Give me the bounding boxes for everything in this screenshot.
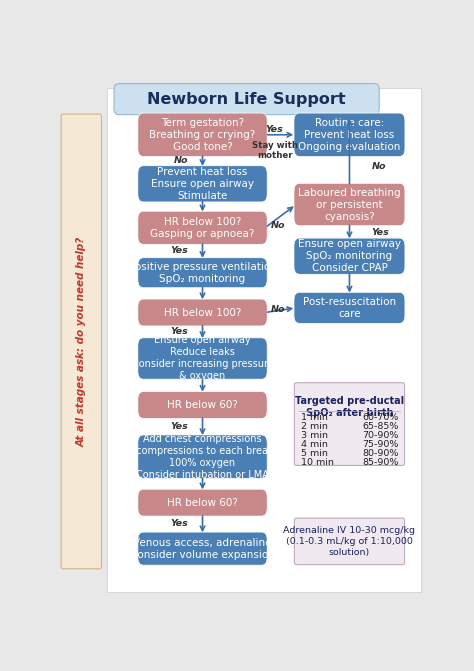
FancyBboxPatch shape <box>138 299 267 326</box>
FancyBboxPatch shape <box>294 238 405 274</box>
FancyBboxPatch shape <box>61 114 101 569</box>
Text: 85-90%: 85-90% <box>362 458 398 467</box>
Text: 3 min: 3 min <box>301 431 328 440</box>
Text: 4 min: 4 min <box>301 440 328 449</box>
Text: 2 min: 2 min <box>301 422 328 431</box>
Text: Post-resuscitation
care: Post-resuscitation care <box>303 297 396 319</box>
FancyBboxPatch shape <box>107 89 421 592</box>
Text: Prevent heat loss
Ensure open airway
Stimulate: Prevent heat loss Ensure open airway Sti… <box>151 167 254 201</box>
Text: 1 min: 1 min <box>301 413 328 422</box>
Text: No: No <box>271 221 285 229</box>
FancyBboxPatch shape <box>294 183 405 225</box>
FancyBboxPatch shape <box>138 211 267 244</box>
Text: 80-90%: 80-90% <box>362 449 398 458</box>
FancyBboxPatch shape <box>294 518 405 564</box>
FancyBboxPatch shape <box>138 258 267 288</box>
FancyBboxPatch shape <box>138 532 267 565</box>
Text: HR below 60?: HR below 60? <box>167 498 238 508</box>
FancyBboxPatch shape <box>294 293 405 323</box>
Text: 65-85%: 65-85% <box>362 422 398 431</box>
FancyBboxPatch shape <box>138 392 267 419</box>
Text: Yes: Yes <box>170 327 188 336</box>
Text: Routine care:
Prevent heat loss
Ongoing evaluation: Routine care: Prevent heat loss Ongoing … <box>298 118 401 152</box>
Text: 75-90%: 75-90% <box>362 440 398 449</box>
FancyBboxPatch shape <box>138 338 267 379</box>
Text: Positive pressure ventilation
SpO₂ monitoring: Positive pressure ventilation SpO₂ monit… <box>128 262 276 284</box>
FancyBboxPatch shape <box>138 435 267 478</box>
Text: Adrenaline IV 10-30 mcg/kg
(0.1-0.3 mL/kg of 1:10,000
solution): Adrenaline IV 10-30 mcg/kg (0.1-0.3 mL/k… <box>283 526 415 557</box>
Text: At all stages ask: do you need help?: At all stages ask: do you need help? <box>76 236 86 447</box>
FancyBboxPatch shape <box>138 489 267 516</box>
Text: Newborn Life Support: Newborn Life Support <box>147 92 346 107</box>
FancyBboxPatch shape <box>114 84 379 115</box>
Text: Add chest compressions
3 compressions to each breath
100% oxygen
Consider intuba: Add chest compressions 3 compressions to… <box>127 433 278 480</box>
FancyBboxPatch shape <box>294 113 405 156</box>
Text: HR below 60?: HR below 60? <box>167 400 238 410</box>
Text: Ensure open airway
Reduce leaks
Consider increasing pressure
& oxygen: Ensure open airway Reduce leaks Consider… <box>132 336 273 382</box>
Text: Venous access, adrenaline
Consider volume expansion: Venous access, adrenaline Consider volum… <box>130 537 275 560</box>
Text: Yes: Yes <box>372 228 389 237</box>
Text: HR below 100?: HR below 100? <box>164 307 241 317</box>
Text: No: No <box>173 156 188 165</box>
Text: Yes: Yes <box>170 246 188 255</box>
Text: Ensure open airway
SpO₂ monitoring
Consider CPAP: Ensure open airway SpO₂ monitoring Consi… <box>298 239 401 273</box>
Text: 60-70%: 60-70% <box>362 413 398 422</box>
Text: Yes: Yes <box>170 422 188 431</box>
Text: No: No <box>372 162 386 171</box>
Text: 70-90%: 70-90% <box>362 431 398 440</box>
Text: Targeted pre-ductal
SpO₂ after birth: Targeted pre-ductal SpO₂ after birth <box>295 396 404 417</box>
FancyBboxPatch shape <box>138 113 267 156</box>
FancyBboxPatch shape <box>138 166 267 202</box>
FancyBboxPatch shape <box>294 382 405 466</box>
Text: Stay with
mother: Stay with mother <box>252 142 298 160</box>
Text: Laboured breathing
or persistent
cyanosis?: Laboured breathing or persistent cyanosi… <box>298 187 401 221</box>
Text: 10 min: 10 min <box>301 458 334 467</box>
Text: 5 min: 5 min <box>301 449 328 458</box>
Text: Term gestation?
Breathing or crying?
Good tone?: Term gestation? Breathing or crying? Goo… <box>149 118 255 152</box>
Text: Yes: Yes <box>170 519 188 528</box>
Text: Yes: Yes <box>265 125 283 134</box>
Text: HR below 100?
Gasping or apnoea?: HR below 100? Gasping or apnoea? <box>150 217 255 239</box>
Text: No: No <box>271 305 285 315</box>
